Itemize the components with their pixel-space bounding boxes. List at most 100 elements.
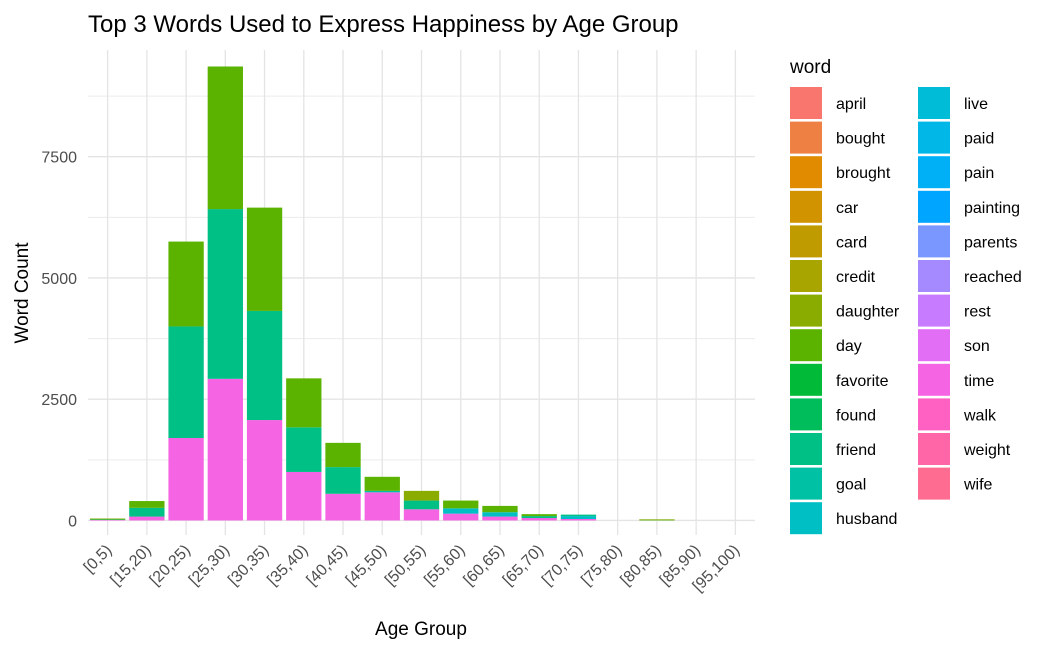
bar-segment-day bbox=[364, 476, 400, 491]
legend-title: word bbox=[789, 57, 831, 78]
legend-item-wife: wife bbox=[918, 467, 993, 500]
bar-segment-time bbox=[89, 519, 126, 521]
legend-item-parents: parents bbox=[918, 225, 1017, 258]
legend-item-son: son bbox=[918, 329, 990, 362]
legend-item-time: time bbox=[918, 363, 994, 396]
bar-segment-friend bbox=[325, 467, 361, 494]
legend-label: brought bbox=[836, 165, 891, 182]
legend-key bbox=[918, 329, 950, 362]
y-tick-label: 2500 bbox=[41, 392, 77, 409]
legend-label: found bbox=[836, 407, 876, 424]
legend-label: son bbox=[964, 338, 990, 355]
bar-segment-time bbox=[286, 471, 322, 521]
legend-key bbox=[918, 156, 950, 189]
bar-segment-time bbox=[521, 518, 557, 521]
bar-segment-daughter bbox=[89, 518, 126, 520]
legend-label: car bbox=[836, 200, 859, 217]
legend-key bbox=[918, 363, 950, 396]
chart-title: Top 3 Words Used to Express Happiness by… bbox=[88, 11, 679, 38]
x-tick-label: [50,55) bbox=[382, 542, 429, 589]
legend-item-live: live bbox=[918, 87, 988, 119]
legend-item-found: found bbox=[790, 398, 876, 431]
legend-item-rest: rest bbox=[918, 294, 991, 327]
x-axis-label: Age Group bbox=[375, 619, 467, 640]
bar-segment-time bbox=[403, 509, 440, 521]
bar-segment-time bbox=[246, 420, 283, 521]
legend-label: time bbox=[964, 373, 994, 390]
legend-key bbox=[918, 467, 950, 500]
x-tick-label: [20,25) bbox=[147, 542, 194, 589]
legend-item-brought: brought bbox=[790, 156, 891, 189]
legend-key bbox=[790, 260, 822, 292]
bar-segment-time bbox=[364, 492, 400, 521]
x-tick-label: [65,70) bbox=[500, 542, 547, 589]
legend-key bbox=[918, 433, 950, 465]
legend: april bought brought car card credit daughter d… bbox=[790, 87, 1022, 535]
x-tick-label: [55,60) bbox=[421, 542, 468, 589]
bar-segment-time bbox=[207, 378, 243, 521]
legend-label: april bbox=[836, 96, 866, 113]
bar-segment-friend bbox=[286, 427, 322, 472]
bar-segment-friend bbox=[129, 507, 165, 517]
bar-segment-day bbox=[286, 378, 322, 428]
y-tick-label: 7500 bbox=[41, 150, 77, 167]
legend-item-card: card bbox=[790, 225, 867, 258]
legend-key bbox=[918, 260, 950, 292]
legend-key bbox=[790, 190, 822, 223]
bar-segment-time bbox=[168, 438, 204, 521]
legend-label: favorite bbox=[836, 373, 889, 390]
legend-key bbox=[918, 190, 950, 223]
legend-item-walk: walk bbox=[918, 398, 997, 431]
legend-item-day: day bbox=[790, 329, 862, 362]
bar-segment-friend bbox=[560, 514, 597, 517]
bar-segment-time bbox=[443, 513, 479, 521]
legend-item-friend: friend bbox=[790, 433, 876, 465]
bar-segment-daughter bbox=[403, 490, 440, 501]
legend-label: painting bbox=[964, 200, 1020, 217]
bar-segment-husband bbox=[482, 512, 518, 517]
legend-label: daughter bbox=[836, 304, 900, 321]
legend-item-weight: weight bbox=[918, 433, 1011, 465]
bar-segment-friend bbox=[246, 310, 283, 421]
x-tick-label: [30,35) bbox=[225, 542, 272, 589]
legend-item-paid: paid bbox=[918, 121, 994, 154]
legend-key bbox=[790, 329, 822, 362]
legend-item-bought: bought bbox=[790, 121, 885, 154]
x-tick-label: [35,40) bbox=[264, 542, 311, 589]
legend-label: parents bbox=[964, 234, 1017, 251]
legend-key bbox=[918, 294, 950, 327]
legend-label: weight bbox=[963, 442, 1011, 459]
legend-label: pain bbox=[964, 165, 994, 182]
legend-key bbox=[790, 433, 822, 465]
bar-segment-time bbox=[560, 518, 597, 521]
bar-segment-goal bbox=[364, 490, 400, 493]
legend-key bbox=[918, 225, 950, 258]
legend-item-goal: goal bbox=[790, 467, 866, 500]
bar-segment-friend bbox=[89, 519, 126, 520]
legend-item-reached: reached bbox=[918, 260, 1022, 292]
legend-item-husband: husband bbox=[790, 502, 897, 535]
x-tick-label: [75,80) bbox=[578, 542, 625, 589]
legend-label: wife bbox=[963, 477, 993, 494]
bar-segment-husband bbox=[560, 516, 597, 519]
legend-key bbox=[790, 398, 822, 431]
legend-key bbox=[790, 225, 822, 258]
bar-segment-friend bbox=[168, 326, 204, 438]
x-tick-label: [80,85) bbox=[617, 542, 664, 589]
legend-label: live bbox=[964, 96, 988, 113]
legend-label: day bbox=[836, 338, 862, 355]
bar-segment-daughter bbox=[639, 519, 675, 520]
bar-segment-husband bbox=[443, 508, 479, 514]
bar-segment-day bbox=[443, 500, 479, 509]
bar-segment-time bbox=[482, 516, 518, 521]
legend-item-painting: painting bbox=[918, 190, 1020, 223]
bar-segment-day bbox=[207, 66, 243, 210]
bars bbox=[89, 66, 675, 521]
y-axis-label: Word Count bbox=[12, 242, 33, 344]
legend-key bbox=[790, 87, 822, 119]
legend-item-pain: pain bbox=[918, 156, 994, 189]
bar-segment-day bbox=[325, 442, 361, 468]
legend-item-car: car bbox=[790, 190, 859, 223]
